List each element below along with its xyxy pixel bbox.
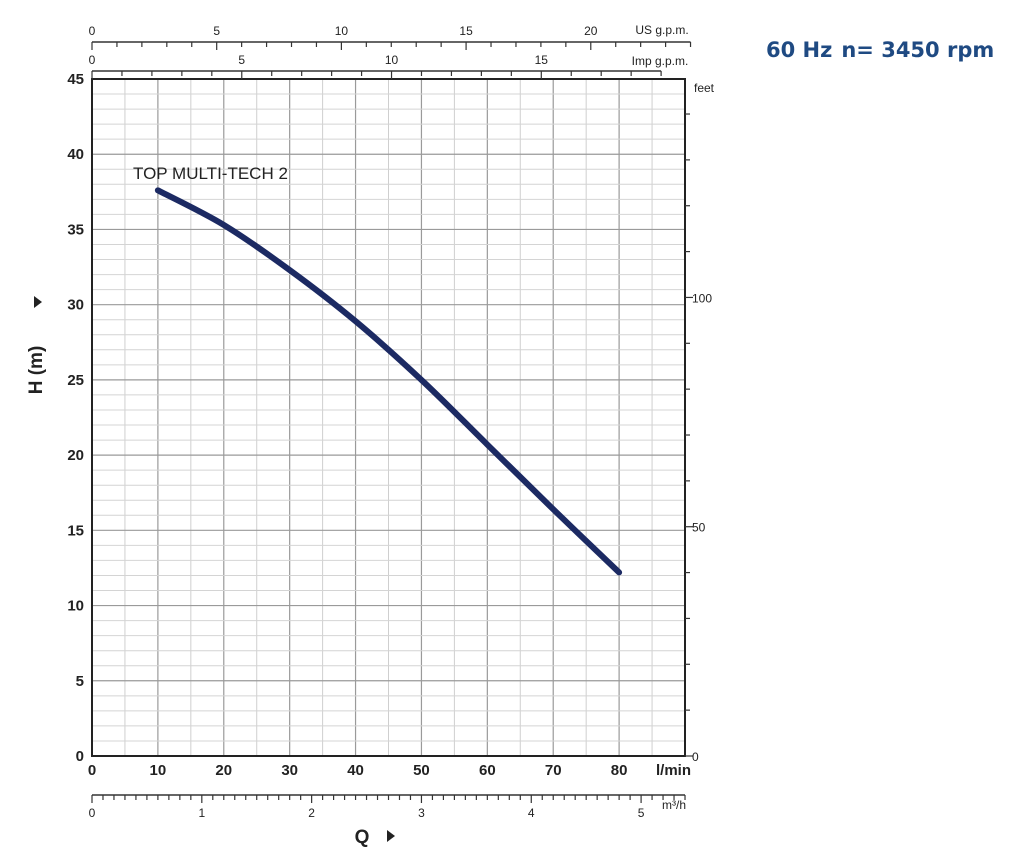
us-gpm-unit-label: US g.p.m. — [635, 23, 688, 37]
feet-tick-label: 0 — [692, 750, 699, 764]
y-tick-label: 20 — [67, 447, 84, 464]
y-tick-label: 45 — [67, 71, 84, 88]
x-axis-label: Q — [355, 827, 370, 848]
feet-tick-label: 50 — [692, 521, 706, 535]
x-tick-label: 30 — [281, 762, 298, 779]
y-tick-label: 30 — [67, 297, 84, 314]
x-tick-label: 60 — [479, 762, 496, 779]
imp-gpm-tick-label: 10 — [385, 53, 399, 67]
m3h-tick-label: 5 — [638, 806, 645, 820]
series-line — [154, 187, 623, 576]
us-gpm-tick-label: 20 — [584, 24, 598, 38]
chart-title: 60 Hz n= 3450 rpm — [766, 38, 1003, 62]
us-gpm-tick-label: 15 — [459, 24, 473, 38]
m3h-tick-label: 4 — [528, 806, 535, 820]
m3h-tick-label: 1 — [198, 806, 205, 820]
m3h-tick-label: 2 — [308, 806, 315, 820]
y-tick-label: 10 — [67, 598, 84, 615]
m3h-unit-label: m³/h — [662, 798, 686, 812]
x-unit-label: l/min — [656, 762, 691, 779]
series-label: TOP MULTI-TECH 2 — [133, 164, 288, 183]
feet-unit-label: feet — [694, 81, 715, 95]
m3h-tick-label: 3 — [418, 806, 425, 820]
y-tick-label: 35 — [67, 221, 84, 238]
imp-gpm-tick-label: 5 — [238, 53, 245, 67]
y-tick-label: 40 — [67, 146, 84, 163]
x-tick-label: 40 — [347, 762, 364, 779]
us-gpm-tick-label: 5 — [213, 24, 220, 38]
y-tick-label: 0 — [76, 748, 84, 765]
x-tick-label: 80 — [611, 762, 628, 779]
imp-gpm-unit-label: Imp g.p.m. — [632, 54, 689, 68]
speed-label: n= 3450 rpm — [841, 38, 995, 62]
imp-gpm-tick-label: 0 — [89, 53, 96, 67]
x-tick-label: 70 — [545, 762, 562, 779]
x-tick-label: 0 — [88, 762, 96, 779]
plot-frame — [91, 78, 686, 757]
y-tick-label: 5 — [76, 673, 84, 690]
y-axis-label: H (m) — [26, 346, 47, 395]
feet-tick-label: 100 — [692, 291, 712, 305]
x-tick-label: 10 — [150, 762, 167, 779]
frequency-label: 60 Hz — [766, 38, 833, 62]
imp-gpm-tick-label: 15 — [535, 53, 549, 67]
x-axis-arrow-icon — [387, 830, 395, 842]
us-gpm-tick-label: 0 — [89, 24, 96, 38]
us-gpm-tick-label: 10 — [335, 24, 349, 38]
y-tick-label: 25 — [67, 372, 84, 389]
y-tick-label: 15 — [67, 522, 84, 539]
y-axis-arrow-icon — [34, 296, 42, 308]
x-tick-label: 20 — [215, 762, 232, 779]
x-tick-label: 50 — [413, 762, 430, 779]
m3h-tick-label: 0 — [89, 806, 96, 820]
